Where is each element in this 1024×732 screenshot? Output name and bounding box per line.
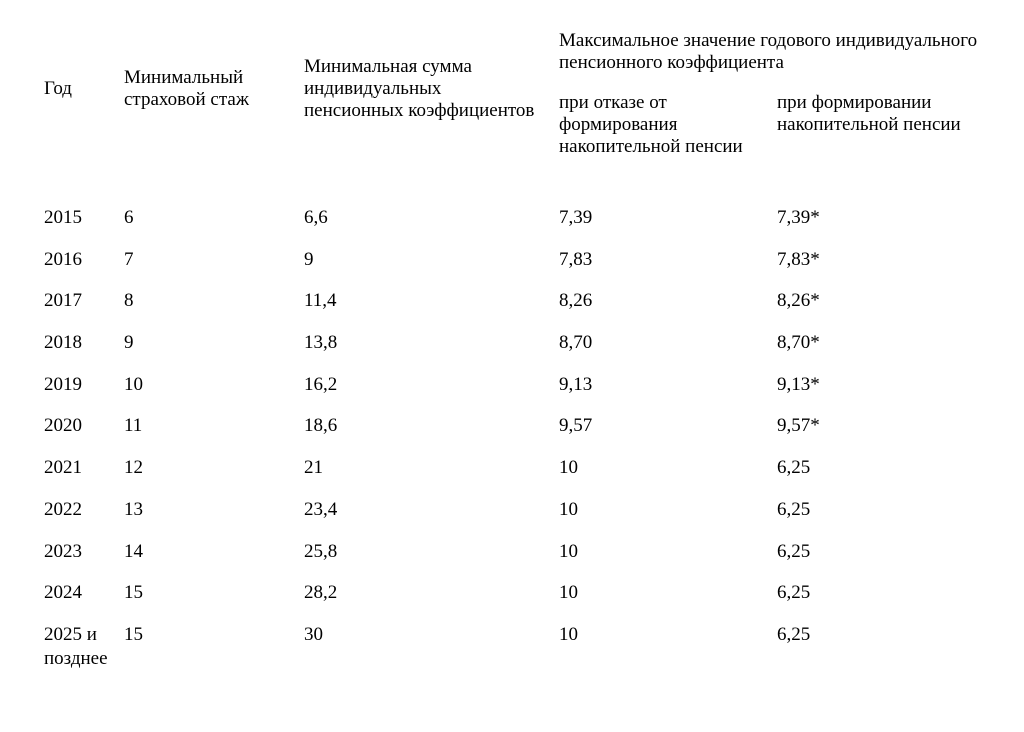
col-header-minsum: Минимальная сумма индивидуальных пенсион… <box>304 20 559 200</box>
cell-year: 2020 <box>44 406 124 448</box>
cell-year: 2022 <box>44 490 124 532</box>
cell-otkaz: 9,57 <box>559 406 777 448</box>
col-header-span-max-label: Максимальное значение годового индивидуа… <box>559 30 977 73</box>
col-header-otkaz: при отказе от формирования накопительной… <box>559 92 777 200</box>
cell-form: 8,26* <box>777 281 1000 323</box>
col-header-stazh: Минимальный страховой стаж <box>124 20 304 200</box>
cell-stazh: 9 <box>124 323 304 365</box>
table-row: 2025 и позднее1530106,25 <box>44 615 1000 680</box>
cell-minsum: 9 <box>304 240 559 282</box>
table-row: 20221323,4106,25 <box>44 490 1000 532</box>
cell-minsum: 16,2 <box>304 365 559 407</box>
cell-minsum: 30 <box>304 615 559 680</box>
cell-form: 6,25 <box>777 573 1000 615</box>
cell-stazh: 8 <box>124 281 304 323</box>
cell-form: 8,70* <box>777 323 1000 365</box>
cell-form: 9,13* <box>777 365 1000 407</box>
cell-otkaz: 10 <box>559 573 777 615</box>
cell-minsum: 11,4 <box>304 281 559 323</box>
cell-form: 7,39* <box>777 200 1000 240</box>
cell-minsum: 25,8 <box>304 532 559 574</box>
cell-otkaz: 10 <box>559 532 777 574</box>
cell-year: 2024 <box>44 573 124 615</box>
table-row: 20201118,69,579,57* <box>44 406 1000 448</box>
cell-year: 2021 <box>44 448 124 490</box>
cell-stazh: 6 <box>124 200 304 240</box>
cell-year: 2018 <box>44 323 124 365</box>
cell-year: 2019 <box>44 365 124 407</box>
cell-stazh: 13 <box>124 490 304 532</box>
cell-stazh: 10 <box>124 365 304 407</box>
col-header-form-label: при формировании накопительной пенсии <box>777 92 961 135</box>
col-header-year-label: Год <box>44 78 72 99</box>
cell-minsum: 6,6 <box>304 200 559 240</box>
cell-year: 2025 и позднее <box>44 615 124 680</box>
cell-form: 6,25 <box>777 532 1000 574</box>
cell-otkaz: 7,39 <box>559 200 777 240</box>
cell-year: 2023 <box>44 532 124 574</box>
cell-minsum: 23,4 <box>304 490 559 532</box>
pension-table: Год Минимальный страховой стаж Минимальн… <box>44 20 1000 680</box>
col-header-minsum-label: Минимальная сумма индивидуальных пенсион… <box>304 56 534 121</box>
col-header-otkaz-label: при отказе от формирования накопительной… <box>559 92 743 157</box>
cell-otkaz: 8,70 <box>559 323 777 365</box>
cell-otkaz: 10 <box>559 615 777 680</box>
cell-otkaz: 10 <box>559 448 777 490</box>
cell-stazh: 15 <box>124 573 304 615</box>
table-row: 20211221106,25 <box>44 448 1000 490</box>
cell-form: 9,57* <box>777 406 1000 448</box>
cell-minsum: 21 <box>304 448 559 490</box>
col-header-stazh-label: Минимальный страховой стаж <box>124 67 249 110</box>
cell-stazh: 7 <box>124 240 304 282</box>
table-row: 20191016,29,139,13* <box>44 365 1000 407</box>
cell-minsum: 13,8 <box>304 323 559 365</box>
cell-stazh: 12 <box>124 448 304 490</box>
cell-year: 2016 <box>44 240 124 282</box>
cell-otkaz: 9,13 <box>559 365 777 407</box>
cell-year: 2017 <box>44 281 124 323</box>
cell-form: 6,25 <box>777 615 1000 680</box>
table-row: 2018913,88,708,70* <box>44 323 1000 365</box>
cell-year: 2015 <box>44 200 124 240</box>
table-body: 201566,67,397,39*2016797,837,83*2017811,… <box>44 200 1000 680</box>
table-row: 2017811,48,268,26* <box>44 281 1000 323</box>
col-header-form: при формировании накопительной пенсии <box>777 92 1000 200</box>
table-row: 2016797,837,83* <box>44 240 1000 282</box>
cell-minsum: 18,6 <box>304 406 559 448</box>
col-header-span-max: Максимальное значение годового индивидуа… <box>559 20 1000 92</box>
cell-stazh: 11 <box>124 406 304 448</box>
table-row: 20241528,2106,25 <box>44 573 1000 615</box>
cell-form: 6,25 <box>777 490 1000 532</box>
table-row: 201566,67,397,39* <box>44 200 1000 240</box>
table-row: 20231425,8106,25 <box>44 532 1000 574</box>
cell-minsum: 28,2 <box>304 573 559 615</box>
cell-stazh: 15 <box>124 615 304 680</box>
cell-form: 7,83* <box>777 240 1000 282</box>
col-header-year: Год <box>44 20 124 200</box>
cell-otkaz: 10 <box>559 490 777 532</box>
cell-form: 6,25 <box>777 448 1000 490</box>
cell-stazh: 14 <box>124 532 304 574</box>
cell-otkaz: 7,83 <box>559 240 777 282</box>
cell-otkaz: 8,26 <box>559 281 777 323</box>
